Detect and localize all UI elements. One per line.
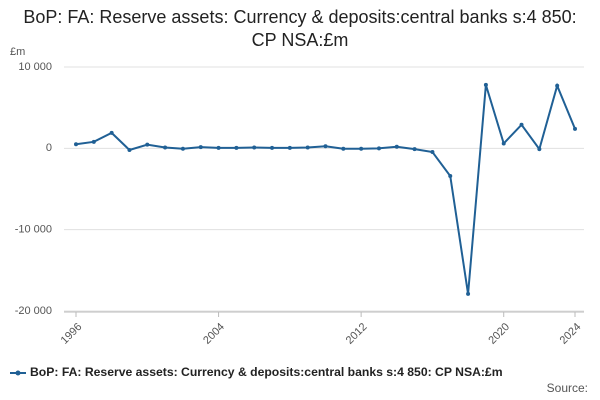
x-tick-label: 2024 — [558, 321, 584, 347]
data-point — [537, 147, 542, 152]
data-point — [216, 145, 221, 150]
data-point — [466, 291, 471, 296]
data-point — [109, 130, 114, 135]
data-point — [234, 145, 239, 150]
data-point — [483, 82, 488, 87]
data-point — [519, 122, 524, 127]
y-axis-label: £m — [10, 46, 25, 58]
source: Source: — [547, 381, 588, 395]
y-tick-label: 10 000 — [18, 61, 52, 73]
data-point — [163, 145, 168, 150]
data-line — [75, 82, 576, 295]
data-point — [448, 173, 453, 178]
data-point — [74, 142, 78, 147]
data-point — [91, 139, 96, 144]
data-point — [359, 146, 364, 151]
x-tick-label: 1996 — [59, 321, 85, 347]
data-point — [180, 146, 185, 151]
data-point — [252, 145, 257, 150]
x-tick-label: 2004 — [201, 321, 227, 347]
x-tick-label: 2020 — [486, 321, 512, 347]
data-point — [412, 147, 417, 152]
data-point — [341, 146, 346, 151]
y-tick-label: -10 000 — [15, 224, 52, 236]
data-point — [430, 149, 435, 154]
legend-label: BoP: FA: Reserve assets: Currency & depo… — [30, 365, 503, 379]
chart-title: BoP: FA: Reserve assets: Currency & depo… — [23, 7, 577, 50]
data-point — [323, 144, 328, 149]
y-tick-label: 0 — [46, 142, 52, 154]
data-point — [501, 141, 506, 146]
data-point — [127, 147, 132, 152]
data-point — [305, 145, 310, 150]
legend-marker — [15, 370, 21, 376]
data-point — [573, 126, 577, 131]
data-point — [145, 142, 150, 147]
data-point — [555, 83, 560, 88]
data-point — [376, 146, 381, 151]
data-point — [270, 145, 275, 150]
y-tick-label: -20 000 — [15, 305, 52, 317]
data-point — [394, 144, 399, 149]
x-tick-label: 2012 — [344, 321, 370, 347]
data-point — [287, 145, 292, 150]
data-point — [198, 145, 203, 150]
